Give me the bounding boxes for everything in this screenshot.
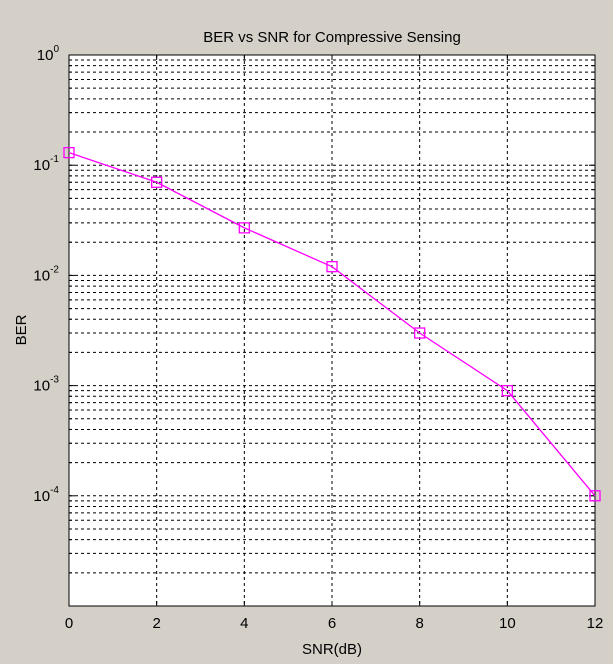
x-tick-label: 6 bbox=[328, 615, 336, 632]
y-tick-label: 10-4 bbox=[33, 485, 59, 505]
y-tick-base: 10 bbox=[37, 47, 54, 64]
data-point-marker bbox=[326, 261, 338, 273]
y-tick-label: 100 bbox=[37, 44, 60, 64]
data-point-marker bbox=[414, 327, 426, 339]
x-tick-labels: 0 2 4 6 8 10 12 bbox=[65, 615, 604, 632]
y-tick-exponent: 0 bbox=[53, 44, 59, 55]
y-tick-base: 10 bbox=[33, 488, 50, 505]
chart-title: BER vs SNR for Compressive Sensing bbox=[203, 29, 461, 46]
x-tick-label: 12 bbox=[587, 615, 604, 632]
y-tick-base: 10 bbox=[33, 157, 50, 174]
ticks bbox=[68, 55, 596, 606]
x-tick-label: 8 bbox=[415, 615, 423, 632]
y-tick-label: 10-1 bbox=[33, 154, 59, 174]
y-tick-label: 10-2 bbox=[33, 264, 59, 284]
data-point-marker bbox=[63, 146, 75, 159]
data-point-marker bbox=[501, 384, 513, 397]
y-tick-label: 10-3 bbox=[33, 375, 59, 395]
y-tick-base: 10 bbox=[33, 267, 50, 284]
y-tick-exponent: -4 bbox=[50, 485, 59, 496]
x-axis-label: SNR(dB) bbox=[302, 641, 362, 658]
data-point-marker bbox=[238, 222, 250, 234]
x-tick-label: 10 bbox=[499, 615, 516, 632]
y-tick-exponent: -2 bbox=[50, 264, 59, 275]
y-tick-base: 10 bbox=[33, 378, 50, 395]
y-tick-exponent: -3 bbox=[50, 375, 59, 386]
x-tick-label: 2 bbox=[152, 615, 160, 632]
series-layer bbox=[63, 146, 601, 502]
data-point-marker bbox=[589, 490, 601, 502]
x-tick-label: 4 bbox=[240, 615, 248, 632]
data-point-marker bbox=[151, 176, 163, 188]
series-line bbox=[68, 152, 596, 497]
y-axis-label: BER bbox=[13, 314, 30, 345]
y-tick-exponent: -1 bbox=[50, 154, 59, 165]
x-tick-label: 0 bbox=[65, 615, 73, 632]
